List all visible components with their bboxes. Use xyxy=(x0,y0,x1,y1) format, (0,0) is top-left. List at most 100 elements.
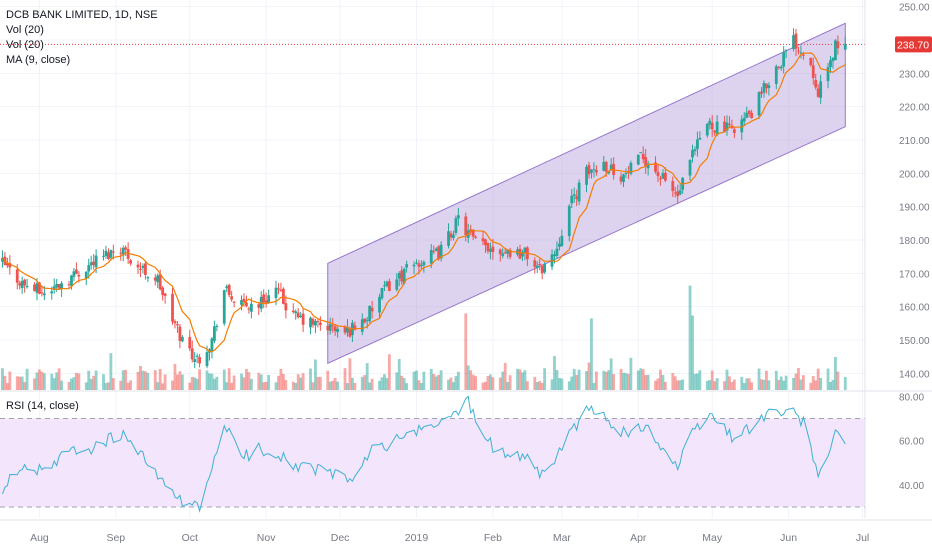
volume-bar xyxy=(814,380,818,390)
candle xyxy=(760,87,763,98)
volume-bar xyxy=(432,374,436,390)
volume-bar xyxy=(447,379,450,390)
candle xyxy=(799,45,803,59)
candle-body xyxy=(429,250,433,264)
candle-body xyxy=(691,150,694,158)
candle-body xyxy=(230,296,234,300)
volume-bar xyxy=(681,379,685,390)
volume-bar xyxy=(523,370,527,390)
candle-body xyxy=(215,326,219,328)
volume-bar xyxy=(708,380,712,390)
y-axis: 250.00240.00230.00220.00210.00200.00190.… xyxy=(864,0,930,518)
candle xyxy=(447,223,450,249)
candle xyxy=(474,235,478,239)
candle-body xyxy=(843,44,847,50)
volume-bar xyxy=(15,376,19,390)
volume-bar xyxy=(602,370,606,390)
volume-bar xyxy=(543,368,547,390)
candle-body xyxy=(762,82,766,93)
volume-bar xyxy=(397,358,401,390)
candle xyxy=(316,318,320,328)
candle-body xyxy=(383,285,386,287)
candle xyxy=(456,207,460,226)
candle xyxy=(385,280,389,288)
candle xyxy=(198,354,202,368)
volume-bar xyxy=(230,382,234,390)
candle-body xyxy=(420,264,423,267)
candle xyxy=(829,55,832,73)
rsi-line xyxy=(2,395,846,513)
candle xyxy=(380,287,384,301)
volume-bar xyxy=(249,378,253,390)
candle-body xyxy=(326,325,330,331)
volume-bar xyxy=(740,376,744,390)
candle xyxy=(742,111,746,126)
volume-bar xyxy=(506,381,510,390)
volume-legend-1[interactable]: Vol (20) xyxy=(6,24,44,36)
candle-body xyxy=(380,288,384,299)
candle-body xyxy=(247,308,251,310)
candle-body xyxy=(378,296,381,313)
candle xyxy=(33,282,36,292)
candle-body xyxy=(454,218,458,233)
candle-body xyxy=(57,283,61,289)
candle xyxy=(213,320,216,344)
candle-body xyxy=(402,268,406,284)
candle-body xyxy=(331,325,335,327)
volume-bar xyxy=(412,371,416,390)
volume-bar xyxy=(550,379,554,390)
volume-bar xyxy=(314,359,317,390)
candle-body xyxy=(299,315,303,318)
candle xyxy=(560,229,564,247)
x-tick-label: Jul xyxy=(856,532,869,544)
candle-body xyxy=(560,235,564,247)
volume-bar xyxy=(245,368,248,390)
rsi-legend[interactable]: RSI (14, close) xyxy=(6,400,79,412)
volume-bar xyxy=(57,368,61,390)
volume-bar xyxy=(484,381,487,390)
candle xyxy=(282,287,285,305)
candle-body xyxy=(523,247,527,254)
volume-bar xyxy=(311,382,315,390)
candle-body xyxy=(590,170,593,173)
candle xyxy=(843,36,847,51)
candle-body xyxy=(42,293,46,296)
candle-body xyxy=(158,274,162,290)
volume-bar xyxy=(264,381,268,390)
candle-body xyxy=(656,172,660,177)
candle-body xyxy=(400,270,404,282)
rsi-band xyxy=(0,418,865,507)
volume-bar xyxy=(5,383,9,390)
candle-body xyxy=(555,248,559,256)
candle-body xyxy=(67,284,71,286)
candle xyxy=(567,204,571,242)
candle-body xyxy=(109,250,113,258)
candle-body xyxy=(503,252,507,254)
candle xyxy=(639,152,643,154)
y-tick-label: 180.00 xyxy=(899,236,930,247)
candle xyxy=(257,302,261,316)
volume-bar xyxy=(535,381,539,390)
candle xyxy=(171,287,174,325)
candle-body xyxy=(173,321,177,324)
candle-body xyxy=(38,282,41,294)
x-tick-label: Oct xyxy=(182,532,198,544)
candle xyxy=(57,283,61,289)
candle-body xyxy=(301,313,305,325)
candle-body xyxy=(328,324,332,331)
candle xyxy=(792,28,795,52)
volume-bar xyxy=(74,372,78,390)
candle-body xyxy=(594,169,598,173)
candle-body xyxy=(311,318,315,325)
candle-body xyxy=(723,121,726,133)
volume-legend-2[interactable]: Vol (20) xyxy=(6,39,44,51)
candle-body xyxy=(646,163,650,169)
volume-bar xyxy=(296,374,300,390)
ma-legend[interactable]: MA (9, close) xyxy=(6,54,71,66)
x-tick-label: May xyxy=(702,532,723,544)
regression-channel xyxy=(327,22,846,365)
candle-body xyxy=(592,169,596,171)
candle xyxy=(259,291,263,313)
symbol-title[interactable]: DCB BANK LIMITED, 1D, NSE xyxy=(6,9,158,21)
